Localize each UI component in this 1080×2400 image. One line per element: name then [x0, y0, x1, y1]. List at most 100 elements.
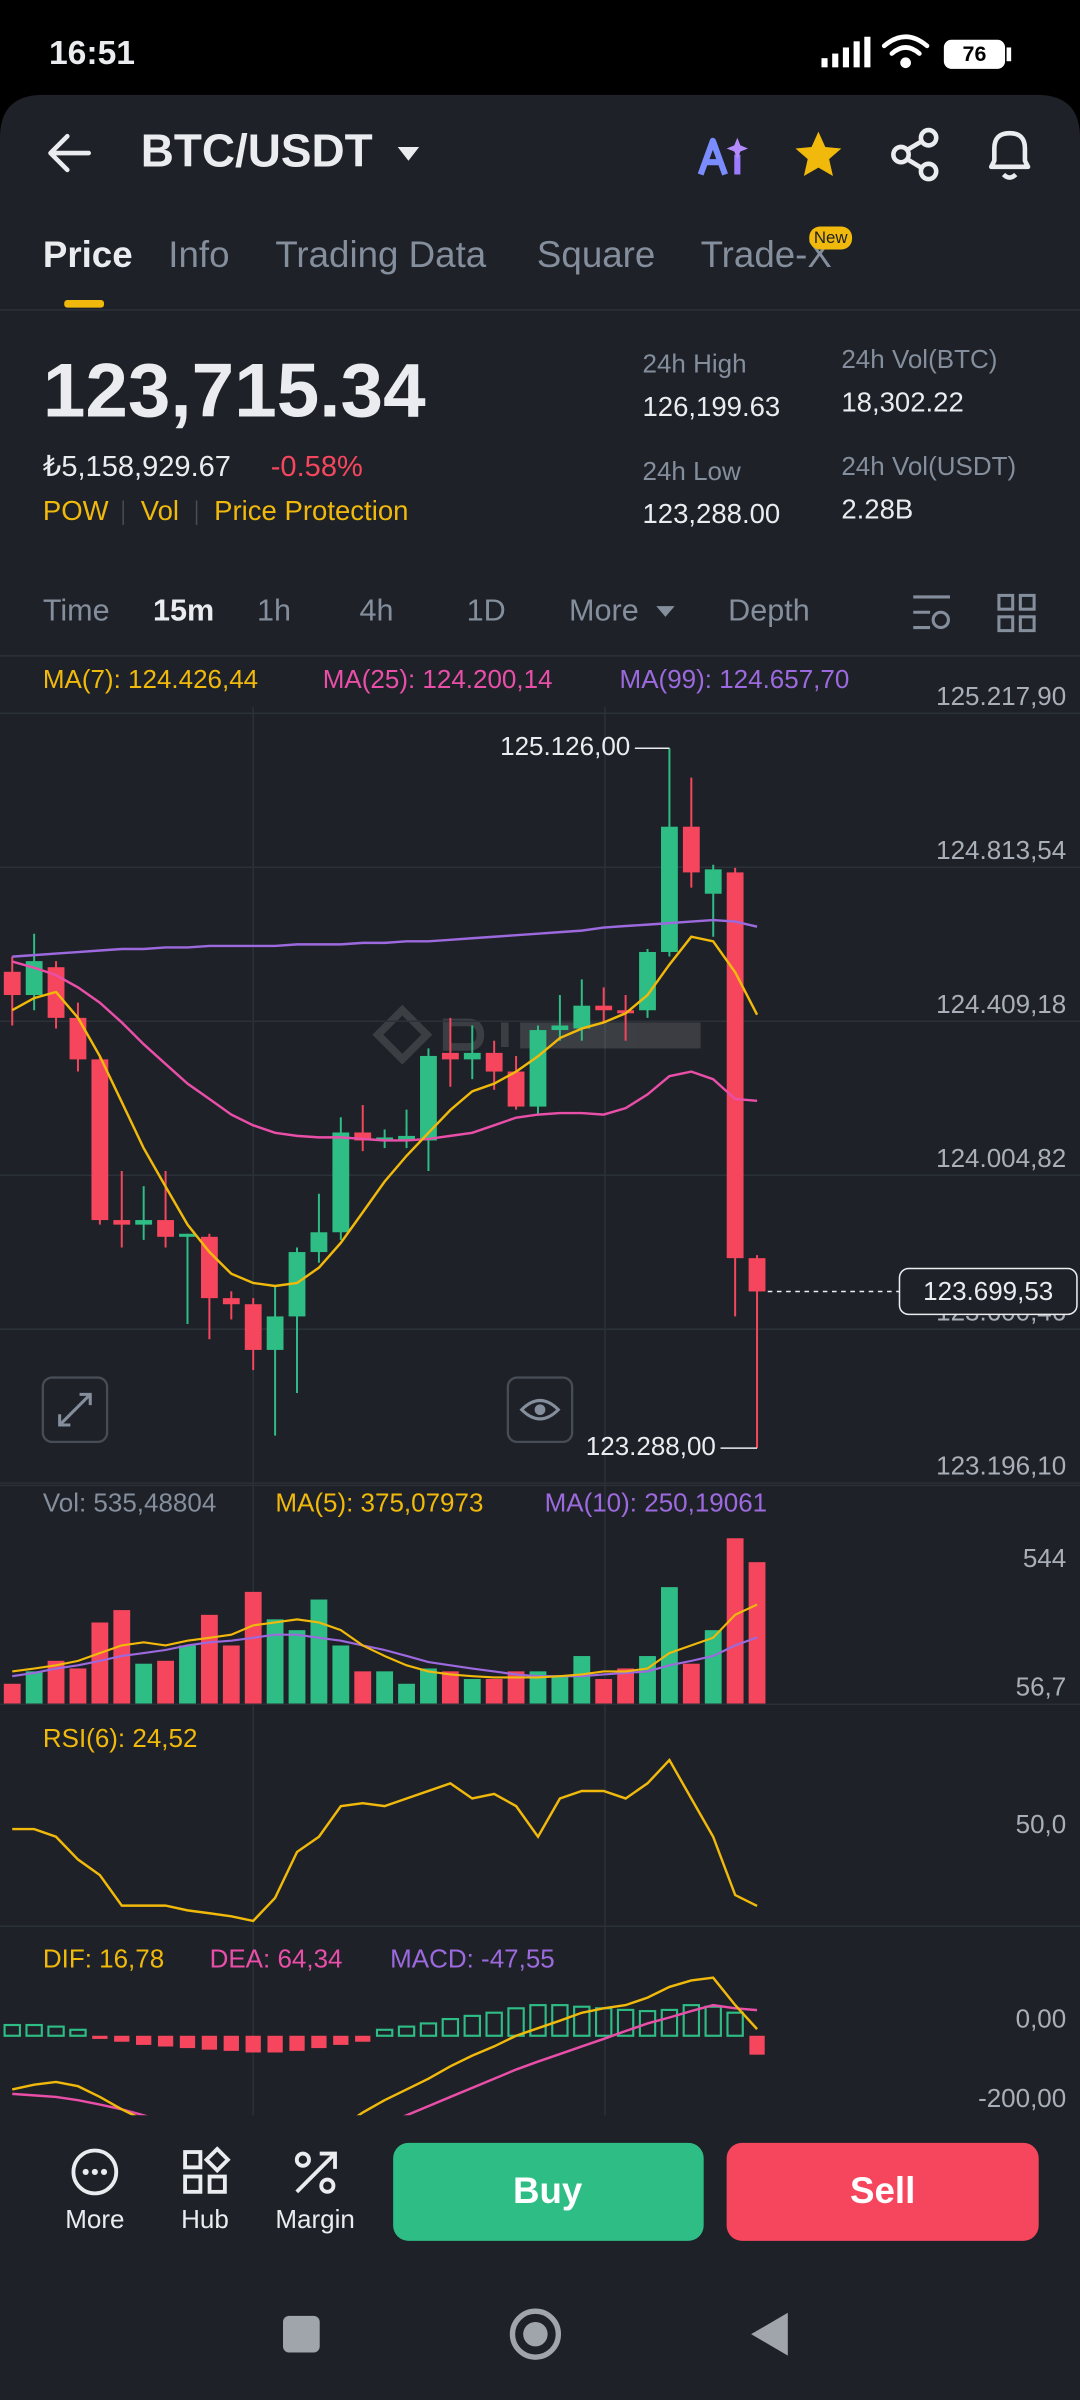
ma7-line	[11, 935, 759, 1288]
rsi-label: RSI(6): 24,52	[43, 1723, 198, 1753]
macd-bar	[573, 2005, 591, 2037]
candle-body	[704, 869, 722, 894]
favorite-star[interactable]	[795, 131, 842, 177]
tag[interactable]: Vol	[141, 495, 179, 526]
candle-body	[507, 1071, 525, 1107]
tab[interactable]: Square	[537, 234, 655, 275]
volume-bar	[595, 1679, 613, 1704]
volume-bar	[551, 1676, 569, 1704]
tab[interactable]: Trading Data	[275, 234, 486, 275]
stat-label: 24h High	[642, 349, 746, 379]
more-dots	[82, 2168, 108, 2175]
candle-body	[551, 1025, 569, 1031]
macd-bar	[25, 2023, 43, 2037]
volume-bar	[266, 1619, 284, 1704]
indicator-settings[interactable]	[913, 595, 950, 630]
interval[interactable]: 1D	[467, 593, 506, 627]
vol-ma10-line	[12, 1633, 758, 1678]
nav-recents[interactable]	[283, 2315, 320, 2353]
volume-bar	[244, 1591, 262, 1704]
volume-bar	[726, 1538, 744, 1704]
candle-body	[157, 1220, 174, 1237]
fullscreen-button[interactable]	[41, 1376, 109, 1443]
tab-indicator	[64, 300, 105, 308]
battery-level: 76	[963, 42, 987, 66]
candle-body	[485, 1052, 503, 1072]
candle-body	[573, 1005, 591, 1029]
stat-value: 126,199.63	[642, 391, 780, 422]
share-icon[interactable]	[891, 127, 939, 182]
candle-body	[244, 1304, 262, 1350]
candle-body	[726, 872, 744, 1259]
interval[interactable]: 15m	[153, 593, 214, 627]
volume-bar	[157, 1660, 174, 1704]
last-price-box	[898, 1267, 1078, 1316]
high-label: 125.126,00	[500, 731, 630, 761]
interval[interactable]: Depth	[728, 593, 810, 627]
stat-label: 24h Low	[642, 456, 740, 486]
margin-icon[interactable]	[294, 2151, 337, 2194]
ma7-label: MA(7): 124.426,44	[43, 664, 258, 694]
wifi-icon	[881, 34, 930, 69]
y-tick-label: 124.409,18	[936, 989, 1066, 1019]
ma25-label: MA(25): 124.200,14	[323, 664, 553, 694]
pair-caret[interactable]	[397, 146, 420, 161]
interval[interactable]: 1h	[257, 593, 291, 627]
sell-button[interactable]	[726, 2142, 1039, 2241]
volume-bar	[682, 1663, 700, 1704]
interval[interactable]: 4h	[359, 593, 393, 627]
v-grid	[252, 707, 254, 2116]
layout-icon[interactable]	[997, 593, 1036, 633]
dif-line	[11, 1976, 758, 2116]
fiat-price: ₺5,158,929.67	[43, 451, 231, 483]
action-label[interactable]: More	[65, 2204, 124, 2234]
action-label[interactable]: Margin	[275, 2204, 354, 2234]
ai-icon[interactable]	[697, 137, 749, 176]
panel-divider	[0, 1484, 1080, 1487]
tab[interactable]: Price	[43, 234, 133, 275]
tag[interactable]: Price Protection	[214, 495, 408, 526]
tag-separator	[195, 500, 198, 525]
macd-bar	[529, 2004, 547, 2037]
candle-body	[441, 1052, 459, 1060]
volume-bar	[617, 1668, 635, 1704]
interval[interactable]: Time	[43, 593, 110, 627]
plots: 125.217,90 124.813,54 124.409,18 124.004,82…	[0, 681, 1080, 2116]
volume-bar	[69, 1668, 87, 1704]
tag[interactable]: POW	[43, 495, 109, 526]
macd-bar	[245, 2035, 261, 2053]
macd-bar	[136, 2035, 152, 2045]
volume-bar	[200, 1614, 218, 1704]
interval[interactable]: More	[569, 593, 639, 627]
action-label[interactable]: Hub	[181, 2204, 229, 2234]
volume-bar	[354, 1671, 372, 1704]
candle-body	[179, 1233, 196, 1237]
volume-bar	[332, 1645, 350, 1704]
macd-bar	[419, 2022, 438, 2037]
hub-icon[interactable]	[183, 2146, 231, 2194]
sell-label[interactable]: Sell	[850, 2170, 915, 2211]
tab[interactable]: Info	[168, 234, 229, 275]
volume-bar	[135, 1663, 153, 1704]
alert-icon[interactable]	[988, 130, 1031, 180]
more-caret[interactable]	[656, 606, 675, 617]
ma99-label: MA(99): 124.657,70	[620, 664, 850, 694]
panel-divider	[0, 1703, 1080, 1706]
more-icon[interactable]	[71, 2148, 119, 2196]
tag-separator	[122, 500, 124, 525]
candle-body	[266, 1316, 284, 1350]
buy-button[interactable]	[393, 2142, 704, 2241]
back-button[interactable]	[48, 133, 92, 173]
nav-home[interactable]	[509, 2308, 562, 2360]
buy-label[interactable]: Buy	[513, 2170, 583, 2211]
visibility-button[interactable]	[506, 1376, 574, 1443]
y-tick-label: 124.813,54	[936, 835, 1066, 865]
vol-ma5-label: MA(5): 375,07973	[275, 1487, 483, 1517]
candle-body	[310, 1232, 328, 1253]
volume-bar	[507, 1671, 525, 1704]
nav-back[interactable]	[751, 2312, 788, 2356]
volume-bar	[310, 1599, 328, 1704]
macd-bar	[311, 2035, 327, 2049]
candle-body	[135, 1220, 153, 1225]
pair-title[interactable]: BTC/USDT	[141, 125, 373, 177]
